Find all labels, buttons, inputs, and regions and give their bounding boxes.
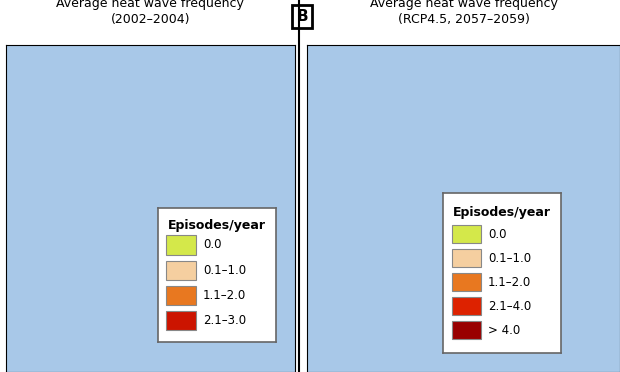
Text: > 4.0: > 4.0	[488, 324, 520, 337]
Text: 2.1–3.0: 2.1–3.0	[203, 314, 246, 327]
Text: 2.1–4.0: 2.1–4.0	[488, 300, 531, 313]
Text: 0.1–1.0: 0.1–1.0	[203, 264, 246, 277]
Text: 1.1–2.0: 1.1–2.0	[203, 289, 246, 302]
FancyBboxPatch shape	[451, 225, 481, 243]
Text: 0.0: 0.0	[488, 228, 507, 241]
FancyBboxPatch shape	[451, 321, 481, 339]
Text: 1.1–2.0: 1.1–2.0	[488, 276, 531, 289]
Text: Episodes/year: Episodes/year	[168, 219, 266, 232]
FancyBboxPatch shape	[166, 260, 196, 280]
FancyBboxPatch shape	[166, 311, 196, 330]
FancyBboxPatch shape	[166, 235, 196, 254]
FancyBboxPatch shape	[451, 297, 481, 315]
Text: 0.0: 0.0	[203, 238, 221, 251]
Text: B: B	[296, 9, 308, 24]
Text: Average heat wave frequency
(2002–2004): Average heat wave frequency (2002–2004)	[56, 0, 244, 26]
Text: Episodes/year: Episodes/year	[453, 206, 551, 219]
FancyBboxPatch shape	[451, 273, 481, 291]
FancyBboxPatch shape	[166, 286, 196, 305]
FancyBboxPatch shape	[451, 249, 481, 267]
Text: Average heat wave frequency
(RCP4.5, 2057–2059): Average heat wave frequency (RCP4.5, 205…	[370, 0, 557, 26]
Text: 0.1–1.0: 0.1–1.0	[488, 252, 531, 265]
